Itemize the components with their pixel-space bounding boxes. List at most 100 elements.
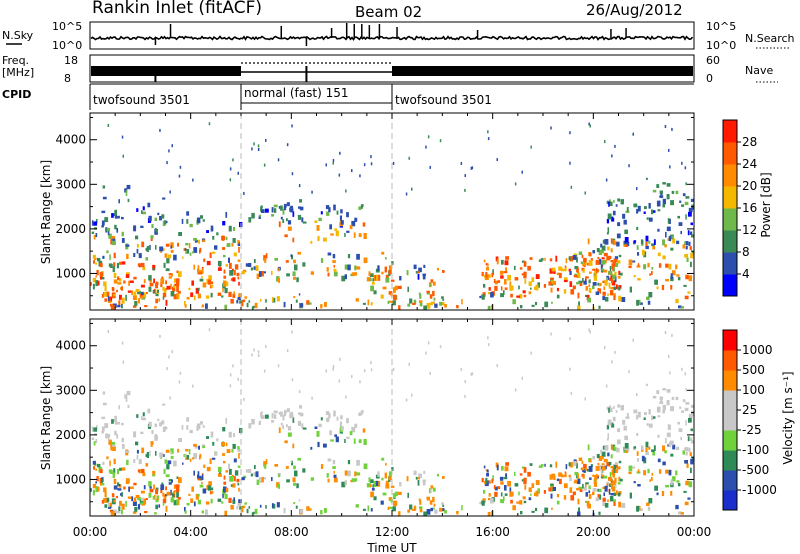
range-cell <box>556 294 560 299</box>
range-cell <box>240 506 244 513</box>
range-cell <box>133 253 136 257</box>
range-cell <box>332 466 336 469</box>
range-cell <box>95 486 98 493</box>
range-cell <box>354 265 357 271</box>
range-cell <box>328 207 331 213</box>
range-cell <box>297 420 302 426</box>
range-cell <box>91 437 95 440</box>
range-cell <box>599 258 602 265</box>
range-cell <box>248 263 252 267</box>
range-cell <box>344 470 348 476</box>
range-cell <box>114 415 117 422</box>
range-cell <box>377 480 381 487</box>
x-tick-label: 00:00 <box>677 525 712 539</box>
range-cell <box>586 500 590 507</box>
range-cell <box>241 477 245 481</box>
range-cell <box>389 300 393 303</box>
range-cell <box>686 463 689 468</box>
range-cell <box>637 278 641 281</box>
range-cell <box>92 283 95 290</box>
range-cell <box>579 487 583 492</box>
range-cell <box>411 187 413 191</box>
range-cell <box>611 484 614 490</box>
range-cell <box>636 432 639 436</box>
range-cell <box>206 260 211 266</box>
range-cell <box>556 500 560 505</box>
range-cell <box>656 286 659 290</box>
range-cell <box>223 269 226 274</box>
range-cell <box>134 300 138 306</box>
range-cell <box>644 206 647 210</box>
range-cell <box>668 236 672 242</box>
beam-title: Beam 02 <box>355 3 422 21</box>
range-cell <box>671 441 674 445</box>
range-cell <box>155 292 159 297</box>
range-cell <box>271 477 273 482</box>
range-cell <box>230 484 234 487</box>
range-cell <box>333 264 335 268</box>
range-cell <box>651 449 655 452</box>
range-cell <box>101 431 104 434</box>
range-cell <box>143 498 147 505</box>
range-cell <box>504 493 508 496</box>
range-cell <box>535 480 540 485</box>
colorbar-tick-label: 4 <box>742 267 750 281</box>
range-cell <box>327 478 330 483</box>
range-cell <box>595 465 600 471</box>
range-cell <box>628 465 633 472</box>
range-cell <box>276 276 280 282</box>
range-cell <box>417 479 420 486</box>
range-cell <box>576 257 578 263</box>
range-cell <box>184 507 186 512</box>
range-cell <box>645 235 649 242</box>
range-cell <box>225 236 228 241</box>
colorbar-frame <box>722 329 738 511</box>
range-cell <box>636 414 639 420</box>
range-cell <box>682 193 686 197</box>
x-tick-label: 20:00 <box>576 525 611 539</box>
range-cell <box>135 288 140 292</box>
range-cell <box>299 199 302 203</box>
range-cell <box>585 278 587 282</box>
range-cell <box>464 174 466 178</box>
range-cell <box>601 456 604 460</box>
range-cell <box>199 247 202 253</box>
range-cell <box>535 507 538 512</box>
range-cell <box>133 482 137 486</box>
range-cell <box>349 225 353 230</box>
range-cell <box>286 349 289 353</box>
range-cell <box>263 255 267 261</box>
range-cell <box>363 463 368 470</box>
range-cell <box>514 388 517 392</box>
range-cell <box>488 493 491 497</box>
range-cell <box>569 256 574 262</box>
range-cell <box>354 217 358 222</box>
range-cell <box>151 224 154 229</box>
range-cell <box>556 287 560 292</box>
range-cell <box>210 431 214 438</box>
range-cell <box>225 264 229 267</box>
range-cell <box>671 235 674 239</box>
range-cell <box>345 189 347 193</box>
colorbar-swatch <box>723 450 737 471</box>
range-cell <box>409 504 413 510</box>
colorbar-swatch <box>723 230 737 253</box>
range-cell <box>572 285 576 290</box>
range-cell <box>580 261 584 265</box>
range-cell <box>96 270 99 276</box>
range-cell <box>92 254 96 259</box>
range-cell <box>385 257 387 260</box>
range-cell <box>608 477 613 481</box>
range-cell <box>340 426 344 431</box>
range-cell <box>621 297 626 302</box>
range-cell <box>681 367 683 371</box>
range-cell <box>684 295 689 300</box>
range-cell <box>278 473 280 478</box>
range-cell <box>636 505 639 512</box>
range-cell <box>405 398 408 402</box>
range-cell <box>610 444 613 450</box>
range-cell <box>101 225 104 228</box>
range-cell <box>651 415 654 421</box>
range-cell <box>127 496 132 499</box>
range-cell <box>153 494 156 500</box>
